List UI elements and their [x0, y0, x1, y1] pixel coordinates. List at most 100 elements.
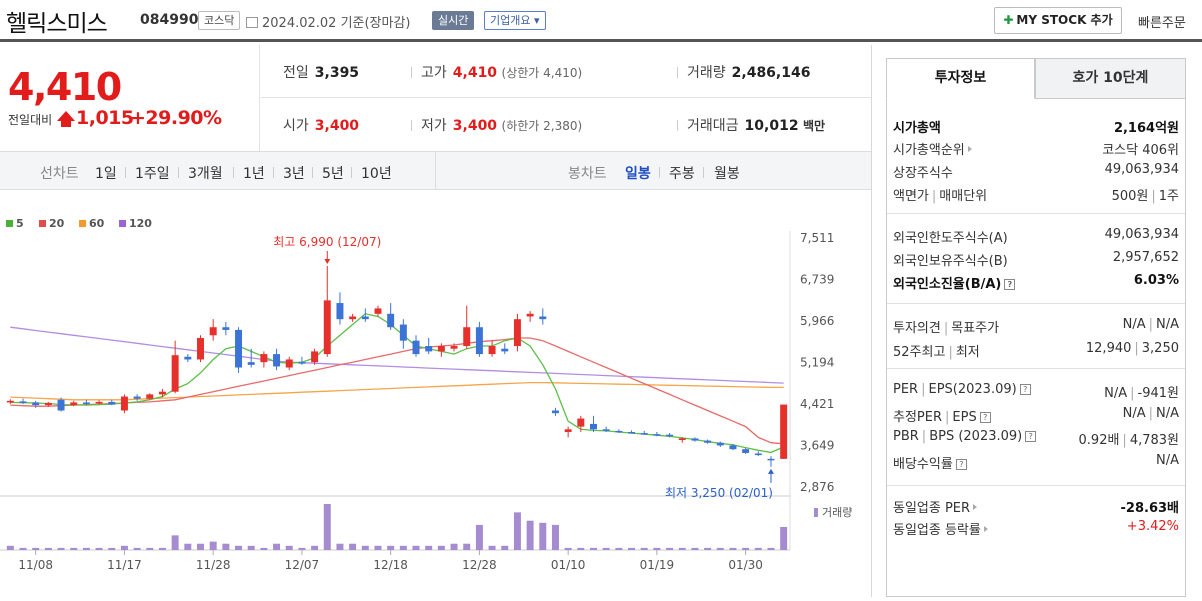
- volume-bar: [539, 522, 547, 550]
- volume-bar: [412, 545, 420, 550]
- row-foreign-limit: 외국인한도주식수(A) 49,063,934: [893, 227, 1179, 246]
- candle-body: [6, 400, 14, 403]
- tab-1day[interactable]: 1일: [95, 166, 117, 182]
- candlestick-chart: 7,511 6,739 5,966 5,194 4,421 3,649 2,876 11/08…: [0, 217, 852, 572]
- tab-1year[interactable]: 1년: [243, 166, 265, 182]
- candle-body: [235, 329, 243, 368]
- line-chart-label: 선차트: [40, 166, 79, 182]
- volume-bar: [754, 547, 762, 550]
- volume-bar: [501, 545, 509, 550]
- volume-bar: [615, 547, 623, 550]
- x-tick-label: 11/28: [196, 558, 231, 572]
- volume-bar: [602, 547, 610, 550]
- volume-bar: [387, 545, 395, 550]
- invest-info-panel: 투자정보 호가 10단계 시가총액 2,164억원 시가총액순위 코스닥 406위 …: [886, 58, 1186, 597]
- tab-10year[interactable]: 10년: [361, 166, 392, 182]
- stock-name: 헬릭스미스: [6, 11, 108, 37]
- volume-bar: [260, 547, 268, 550]
- calendar-icon: [246, 17, 258, 28]
- group-sector: 동일업종 PER -28.63배 동일업종 등락률 +3.42%: [887, 486, 1185, 546]
- tab-3year[interactable]: 3년: [283, 166, 305, 182]
- candle-body: [120, 396, 128, 411]
- quick-order-link[interactable]: 빠른주문: [1138, 16, 1186, 31]
- candle-body: [399, 324, 407, 341]
- candle-body: [666, 434, 674, 437]
- volume-bar: [285, 545, 293, 550]
- tab-5year[interactable]: 5년: [322, 166, 344, 182]
- help-icon[interactable]: ?: [1019, 384, 1031, 395]
- row-sector-change[interactable]: 동일업종 등락률 +3.42%: [893, 519, 1179, 538]
- volume-bar: [374, 545, 382, 550]
- x-tick-label: 01/30: [728, 558, 763, 572]
- stats-row-1: [261, 45, 871, 98]
- candle-body: [361, 316, 369, 320]
- volume-bar: [108, 547, 116, 550]
- volume-bar: [526, 520, 534, 550]
- candle-body: [628, 431, 636, 434]
- tab-invest-info[interactable]: 투자정보: [886, 58, 1035, 99]
- help-icon[interactable]: ?: [979, 412, 991, 423]
- candle-body: [336, 303, 344, 320]
- ma-legend-label: 5: [16, 217, 24, 230]
- candle-body: [551, 410, 559, 414]
- candle-body: [513, 319, 521, 347]
- volume-bar: [678, 547, 686, 550]
- price-stats: 전일 3,395 고가 4,410 (상한가 4,410) 거래량 2,486,146…: [261, 45, 871, 151]
- candle-body: [70, 402, 78, 406]
- company-overview-button[interactable]: 기업개요 ▾: [484, 11, 546, 30]
- help-icon[interactable]: ?: [955, 459, 967, 470]
- volume-bar: [247, 545, 255, 550]
- y-tick-label: 5,194: [800, 356, 834, 370]
- candle-body: [260, 354, 268, 363]
- volume-bar: [32, 547, 40, 550]
- candle-body: [602, 429, 610, 431]
- volume-bar: [628, 547, 636, 550]
- mystock-add-button[interactable]: ✚ MY STOCK 추가: [994, 7, 1122, 34]
- ma-legend-swatch: [39, 220, 46, 227]
- candle-body: [716, 442, 724, 446]
- y-tick-label: 2,876: [800, 480, 834, 494]
- stock-code: 084990: [140, 12, 199, 28]
- tab-monthly[interactable]: 월봉: [714, 166, 740, 182]
- ma-legend-swatch: [119, 220, 126, 227]
- row-per-eps: PER | EPS(2023.09)? N/A | -941원: [893, 382, 1179, 401]
- help-icon[interactable]: ?: [1004, 279, 1016, 290]
- candle-body: [729, 445, 737, 450]
- candle-body: [222, 327, 230, 330]
- volume-bar: [120, 545, 128, 550]
- candle-body: [158, 391, 166, 395]
- tab-orderbook-10[interactable]: 호가 10단계: [1035, 58, 1186, 99]
- volume-bar: [336, 543, 344, 550]
- volume-bar: [425, 545, 433, 550]
- stat-amount: 거래대금 10,012 백만: [687, 118, 826, 134]
- tab-weekly[interactable]: 주봉: [669, 166, 695, 182]
- low-arrowhead: [767, 468, 774, 474]
- candle-body: [197, 337, 204, 360]
- candle-body: [590, 423, 597, 430]
- stat-volume: 거래량 2,486,146: [687, 65, 811, 81]
- volume-bar: [704, 547, 712, 550]
- ma-legend-swatch: [79, 220, 86, 227]
- volume-bar: [95, 547, 103, 550]
- row-cap-rank[interactable]: 시가총액순위 코스닥 406위: [893, 143, 1179, 158]
- x-tick-label: 11/17: [107, 558, 142, 572]
- row-sector-per[interactable]: 동일업종 PER -28.63배: [893, 501, 1179, 516]
- tab-daily[interactable]: 일봉: [625, 166, 651, 182]
- candle-body: [615, 430, 623, 433]
- volume-bar: [691, 547, 699, 550]
- triangle-icon: [983, 526, 988, 532]
- tab-1week[interactable]: 1주일: [135, 166, 170, 182]
- row-market-cap: 시가총액 2,164억원: [893, 121, 1179, 136]
- tab-3month[interactable]: 3개월: [188, 166, 223, 182]
- volume-bar: [551, 524, 559, 550]
- volume-bar: [158, 547, 166, 550]
- volume-bar: [323, 504, 331, 550]
- volume-bar: [564, 547, 572, 550]
- y-tick-label: 6,739: [800, 273, 834, 287]
- volume-bar: [311, 545, 319, 550]
- triangle-icon: [973, 504, 978, 510]
- candle-body: [311, 351, 319, 363]
- candle-body: [133, 396, 141, 399]
- realtime-button[interactable]: 실시간: [432, 11, 475, 30]
- help-icon[interactable]: ?: [1025, 431, 1037, 442]
